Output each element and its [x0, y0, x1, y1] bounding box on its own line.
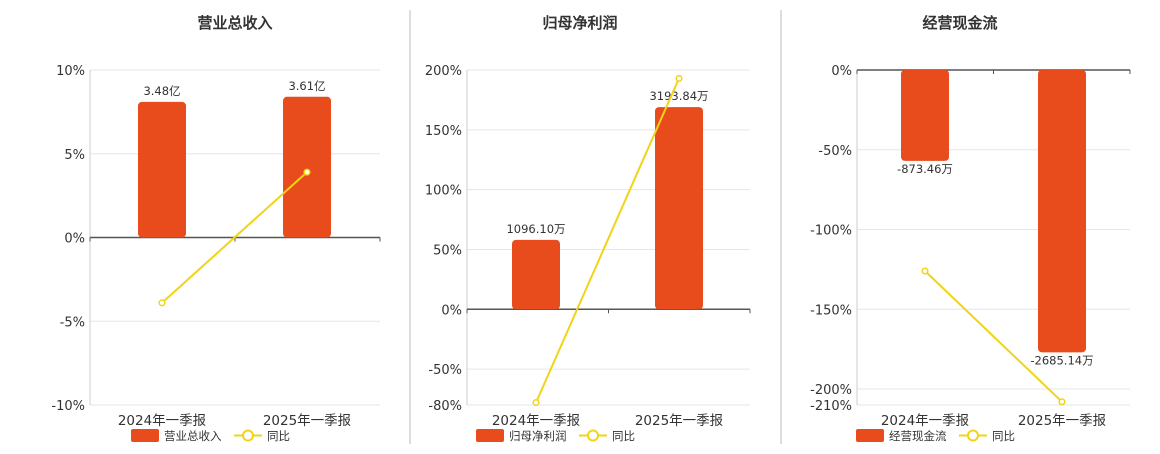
x-category-label: 2025年一季报 [1018, 413, 1106, 429]
y-tick-label: 0% [831, 64, 852, 79]
yoy-point [532, 399, 540, 407]
legend-line-label: 同比 [612, 429, 635, 443]
y-tick-label: -150% [810, 303, 852, 318]
yoy-point [921, 267, 929, 275]
y-tick-label: 150% [425, 124, 462, 139]
chart-title: 营业总收入 [197, 14, 272, 32]
y-tick-label: -50% [818, 144, 852, 159]
y-tick-label: -100% [810, 224, 852, 239]
yoy-point [303, 168, 311, 176]
legend-line-label: 同比 [992, 429, 1015, 443]
y-tick-label: 0% [64, 232, 85, 247]
x-category-label: 2025年一季报 [635, 413, 723, 429]
legend-bar-label: 经营现金流 [889, 429, 947, 443]
legend-bar-label: 归母净利润 [509, 429, 567, 443]
y-tick-label: 50% [433, 243, 462, 258]
bar-value-label: 1096.10万 [506, 222, 565, 236]
bar-value-label: 3.61亿 [288, 79, 325, 93]
y-tick-label: 200% [425, 64, 462, 79]
legend-bar-label: 营业总收入 [164, 429, 222, 443]
bar [138, 101, 186, 238]
legend-bar-swatch [131, 429, 159, 442]
bar-value-label: -873.46万 [897, 162, 953, 176]
bar [512, 239, 560, 310]
yoy-line [161, 171, 308, 304]
y-tick-label: -5% [60, 315, 85, 330]
x-category-label: 2024年一季报 [881, 413, 969, 429]
bar [1038, 70, 1086, 353]
legend-bar-swatch [476, 429, 504, 442]
bar [655, 107, 703, 310]
bar-value-label: 3.48亿 [143, 84, 180, 98]
x-category-label: 2025年一季报 [263, 413, 351, 429]
bar-value-label: -2685.14万 [1030, 353, 1093, 367]
y-tick-label: 5% [64, 148, 85, 163]
yoy-line [924, 270, 1063, 403]
chart-panel: 经营现金流 0% -50% -100% -150% -200%-210% -873.46万 -… [810, 14, 1131, 443]
bar [901, 70, 949, 161]
y-tick-label: -10% [51, 399, 85, 414]
bar-value-label: 3193.84万 [649, 89, 708, 103]
chart-panel: 归母净利润 200% 150% 100% 50% 0% -50% -80% 1096.10万 31… [425, 14, 751, 443]
y-tick-label: -50% [428, 363, 462, 378]
yoy-point [675, 74, 683, 82]
y-tick-label: -210% [810, 399, 852, 414]
yoy-line [535, 77, 680, 404]
legend-line-marker [587, 429, 599, 442]
yoy-point [158, 299, 166, 307]
y-tick-label: 10% [56, 64, 85, 79]
legend-line-label: 同比 [267, 429, 290, 443]
y-tick-label: 100% [425, 184, 462, 199]
y-tick-label: -200% [810, 383, 852, 398]
chart-panel: 营业总收入 10% 5% 0% -5% -10% 3.48亿 3.61亿 2024年一季报 202… [51, 14, 381, 443]
x-category-label: 2024年一季报 [492, 413, 580, 429]
legend-line-marker [242, 429, 254, 442]
bar [283, 96, 331, 238]
y-tick-label: 0% [441, 303, 462, 318]
chart-title: 经营现金流 [922, 14, 997, 32]
x-category-label: 2024年一季报 [118, 413, 206, 429]
legend-line-marker [967, 429, 979, 442]
yoy-point [1058, 398, 1066, 406]
legend-bar-swatch [856, 429, 884, 442]
y-tick-label: -80% [428, 399, 462, 414]
chart-title: 归母净利润 [542, 14, 617, 32]
